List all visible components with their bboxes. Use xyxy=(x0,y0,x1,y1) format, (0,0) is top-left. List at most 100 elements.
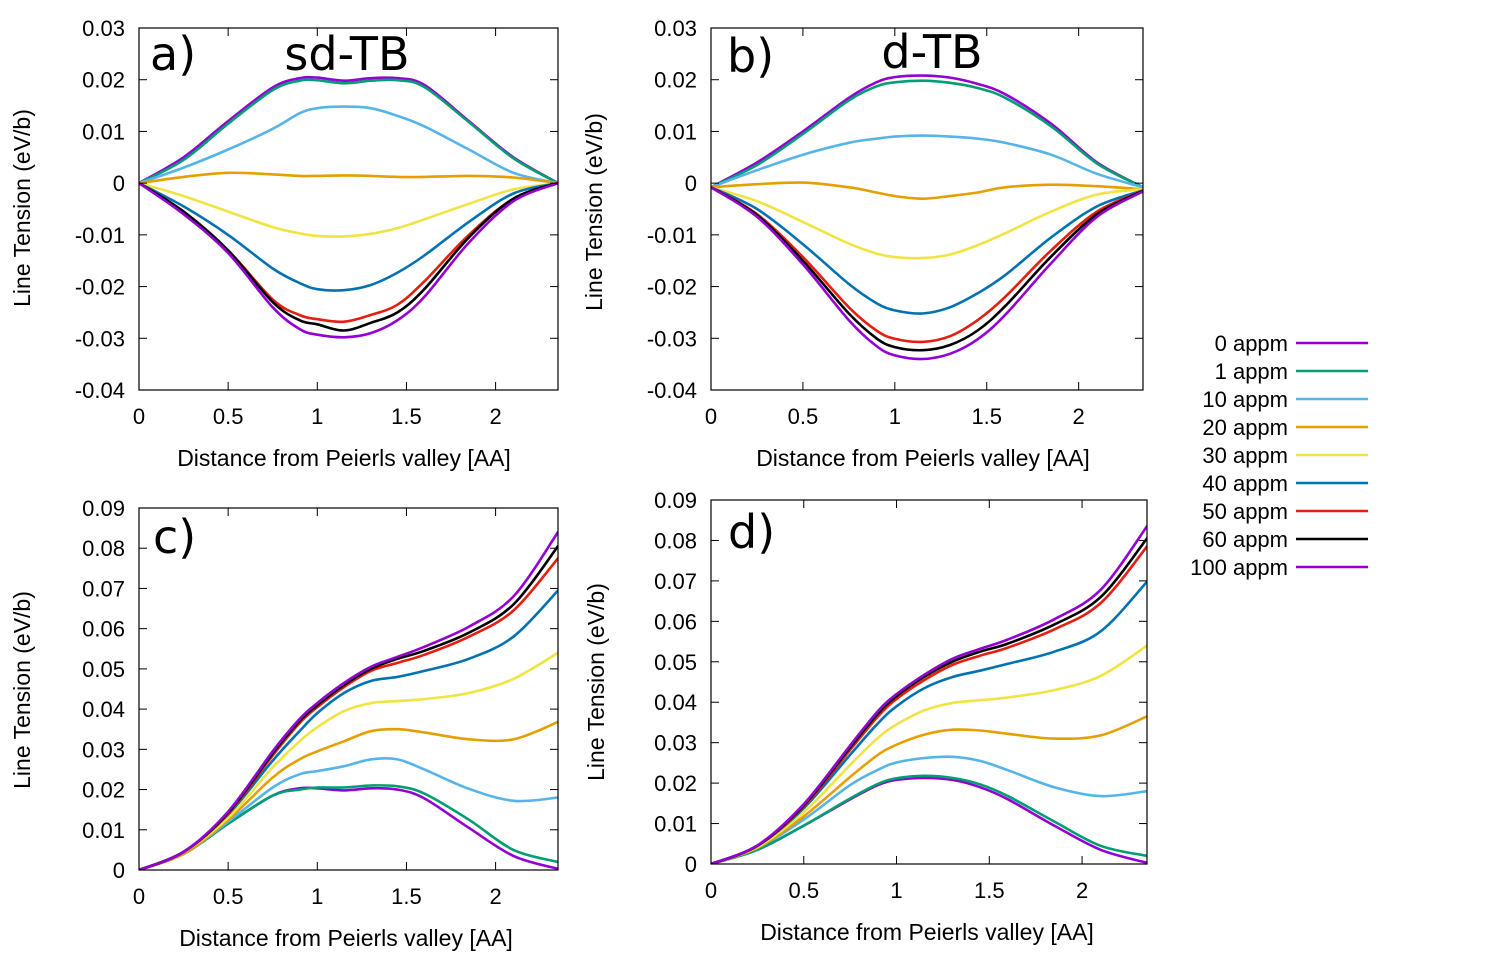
panel-d-series-50-appm xyxy=(711,545,1147,864)
panel-c-ytick-label: 0.02 xyxy=(82,778,125,803)
panel-a-series-group xyxy=(139,75,558,339)
panel-c-series-group xyxy=(139,530,558,870)
panel-c-series-40-appm xyxy=(139,589,558,870)
panel-c-ytick-label: 0.08 xyxy=(82,536,125,561)
panel-c-series-50-appm xyxy=(139,557,558,870)
panel-a-ytick-label: 0.03 xyxy=(82,16,125,41)
legend-label: 60 appm xyxy=(1202,527,1288,552)
panel-b: Line Tension (eV/b) Distance from Peierl… xyxy=(581,16,1144,471)
panel-a-frame xyxy=(138,27,559,391)
panel-b-series-10-appm xyxy=(711,134,1143,189)
panel-c-label: c) xyxy=(153,510,196,564)
panel-a-xtick-label: 0 xyxy=(133,404,145,429)
panel-c-xtick-label: 0.5 xyxy=(213,884,244,909)
panel-a-ylabel: Line Tension (eV/b) xyxy=(9,109,35,307)
panel-b-series-20-appm xyxy=(711,181,1143,200)
panel-d-ytick-label: 0.09 xyxy=(654,488,697,513)
panel-a-series-30-appm xyxy=(139,181,558,238)
panel-b-ytick-label: 0 xyxy=(685,171,697,196)
panel-b-xtick-label: 0.5 xyxy=(788,404,819,429)
panel-c-series-10-appm xyxy=(139,757,558,870)
legend-label: 40 appm xyxy=(1202,471,1288,496)
panel-c-xtick-label: 1 xyxy=(311,884,323,909)
panel-a-ytick-label: 0.01 xyxy=(82,119,125,144)
panel-d-xtick-label: 0.5 xyxy=(788,878,819,903)
panel-a-ytick-label: -0.03 xyxy=(75,326,125,351)
panel-a-ytick-label: -0.02 xyxy=(75,275,125,300)
panel-d-xtick-label: 1 xyxy=(890,878,902,903)
panel-d-series-60-appm xyxy=(711,537,1147,864)
panel-c-ytick-label: 0.09 xyxy=(82,496,125,521)
panel-d-series-20-appm xyxy=(711,715,1147,864)
panel-d-xtick-label: 0 xyxy=(705,878,717,903)
panel-a-xtick-label: 2 xyxy=(489,404,501,429)
panel-a-series-0-appm xyxy=(139,75,558,185)
legend-label: 100 appm xyxy=(1190,555,1288,580)
panel-c-ytick-label: 0.06 xyxy=(82,617,125,642)
panel-c-frame xyxy=(138,507,559,871)
panel-d-ytick-label: 0.05 xyxy=(654,650,697,675)
panel-c-series-20-appm xyxy=(139,720,558,870)
panel-c-ytick-label: 0.05 xyxy=(82,657,125,682)
panel-c: Line Tension (eV/b) Distance from Peierl… xyxy=(9,496,559,951)
panel-b-series-0-appm xyxy=(711,74,1143,189)
panel-b-series-1-appm xyxy=(711,79,1143,189)
panel-b-xtick-label: 2 xyxy=(1073,404,1085,429)
panel-d-ytick-label: 0.06 xyxy=(654,609,697,634)
panel-d-ytick-label: 0.01 xyxy=(654,812,697,837)
panel-b-series-100-appm xyxy=(711,186,1143,361)
panel-a-xtick-label: 0.5 xyxy=(213,404,244,429)
panel-d-ylabel: Line Tension (eV/b) xyxy=(583,583,609,781)
panel-c-xlabel: Distance from Peierls valley [AA] xyxy=(179,925,513,951)
panel-b-ytick-label: -0.02 xyxy=(647,275,697,300)
legend-label: 50 appm xyxy=(1202,499,1288,524)
panel-d-ytick-label: 0 xyxy=(685,852,697,877)
panel-a-label: a) xyxy=(150,27,196,81)
panel-d-series-1-appm xyxy=(711,774,1147,864)
panel-a-xtick-label: 1 xyxy=(311,404,323,429)
panel-c-ytick-label: 0 xyxy=(113,858,125,883)
panel-c-xtick-label: 0 xyxy=(133,884,145,909)
panel-c-ytick-label: 0.04 xyxy=(82,697,125,722)
panel-c-ytick-label: 0.03 xyxy=(82,737,125,762)
legend-label: 10 appm xyxy=(1202,387,1288,412)
panel-c-series-1-appm xyxy=(139,784,558,870)
panel-b-series-30-appm xyxy=(711,186,1143,260)
panel-d-xlabel: Distance from Peierls valley [AA] xyxy=(760,919,1094,945)
panel-a-series-60-appm xyxy=(139,181,558,332)
panel-d: Line Tension (eV/b) Distance from Peierl… xyxy=(583,488,1148,945)
panel-a-series-20-appm xyxy=(139,171,558,185)
legend-label: 1 appm xyxy=(1215,359,1288,384)
panel-b-series-40-appm xyxy=(711,186,1143,315)
legend-label: 20 appm xyxy=(1202,415,1288,440)
panel-c-ylabel: Line Tension (eV/b) xyxy=(9,591,35,789)
panel-d-xtick-label: 1.5 xyxy=(974,878,1005,903)
panel-d-series-40-appm xyxy=(711,580,1147,864)
panel-d-ytick-label: 0.04 xyxy=(654,690,697,715)
panel-a-title: sd-TB xyxy=(284,27,409,81)
panel-d-ytick-label: 0.02 xyxy=(654,771,697,796)
panel-d-xtick-label: 2 xyxy=(1076,878,1088,903)
panel-b-ytick-label: -0.04 xyxy=(647,378,697,403)
panel-b-ylabel: Line Tension (eV/b) xyxy=(581,113,607,311)
panel-d-ytick-label: 0.03 xyxy=(654,731,697,756)
panel-b-series-50-appm xyxy=(711,186,1143,344)
panel-c-ytick-label: 0.01 xyxy=(82,818,125,843)
panel-b-ytick-label: 0.01 xyxy=(654,119,697,144)
panel-b-ytick-label: 0.03 xyxy=(654,16,697,41)
panel-b-label: b) xyxy=(727,29,774,83)
panel-c-xtick-label: 2 xyxy=(489,884,501,909)
panel-d-series-0-appm xyxy=(711,776,1147,864)
panel-d-ytick-label: 0.07 xyxy=(654,569,697,594)
panel-a-ytick-label: 0 xyxy=(113,171,125,196)
panel-d-ytick-label: 0.08 xyxy=(654,528,697,553)
panel-b-series-60-appm xyxy=(711,186,1143,352)
panel-b-ytick-label: -0.03 xyxy=(647,326,697,351)
panel-b-xtick-label: 0 xyxy=(705,404,717,429)
panel-d-frame xyxy=(710,499,1148,865)
panel-a-series-40-appm xyxy=(139,181,558,292)
panel-b-series-group xyxy=(711,74,1143,361)
panel-a-xlabel: Distance from Peierls valley [AA] xyxy=(177,445,511,471)
panel-c-series-30-appm xyxy=(139,651,558,870)
